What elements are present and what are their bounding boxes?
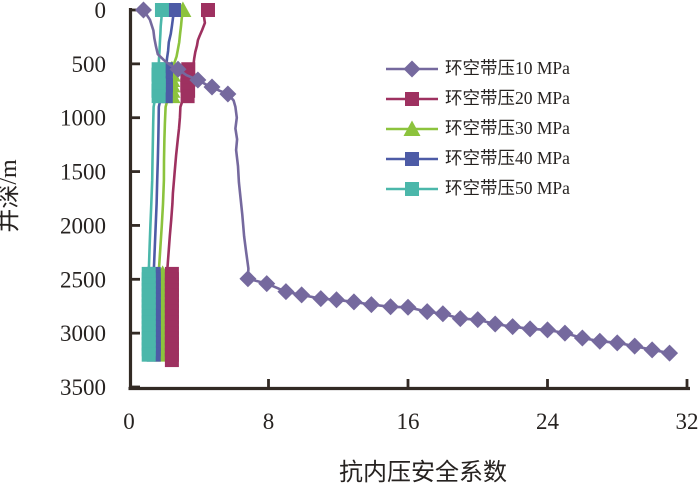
series-markers-20mpa [164,3,215,368]
series-layer [134,1,679,368]
legend-marker-square-icon [386,92,438,106]
x-axis-ticks: 0 8 16 24 32 [123,379,699,434]
y-tick-label: 2500 [60,267,106,292]
series-50mpa [141,3,169,362]
y-axis-title: 井深/m [0,159,22,233]
y-tick-label: 1500 [60,160,106,185]
legend-marker-square-icon [386,152,438,166]
x-axis-title: 抗内压安全系数 [339,459,507,486]
series-20mpa [164,3,215,368]
legend-item-30mpa: 环空带压30 MPa [386,114,570,144]
x-tick-label: 16 [397,409,420,434]
legend-item-50mpa: 环空带压50 MPa [386,174,570,204]
legend-marker-square-icon [386,182,438,196]
legend-item-40mpa: 环空带压40 MPa [386,144,570,174]
x-tick-label: 8 [263,409,275,434]
y-tick-label: 500 [72,52,107,77]
legend-label: 环空带压10 MPa [445,58,570,79]
axes: 0 500 1000 1500 2000 2500 3000 3500 0 8 16 24 32 [60,0,699,434]
y-tick-label: 0 [95,0,107,23]
legend-marker-triangle-icon [386,120,438,136]
y-tick-label: 3000 [60,321,106,346]
series-markers-10mpa [134,1,679,362]
legend: 环空带压10 MPa 环空带压20 MPa 环空带压30 MPa 环空带压40 MPa… [386,54,570,204]
legend-item-10mpa: 环空带压10 MPa [386,54,570,84]
x-tick-label: 24 [536,409,560,434]
legend-label: 环空带压50 MPa [445,178,570,199]
y-tick-label: 3500 [60,375,106,400]
x-tick-label: 0 [123,409,135,434]
y-tick-label: 2000 [60,213,106,238]
series-10mpa [134,1,679,362]
legend-item-20mpa: 环空带压20 MPa [386,84,570,114]
series-markers-50mpa [141,3,169,362]
legend-label: 环空带压20 MPa [445,88,570,109]
legend-label: 环空带压30 MPa [445,118,570,139]
legend-marker-diamond-icon [386,60,438,78]
legend-label: 环空带压40 MPa [445,148,570,169]
x-tick-label: 32 [676,409,699,434]
y-tick-label: 1000 [60,106,106,131]
y-axis-ticks: 0 500 1000 1500 2000 2500 3000 3500 [60,0,140,400]
